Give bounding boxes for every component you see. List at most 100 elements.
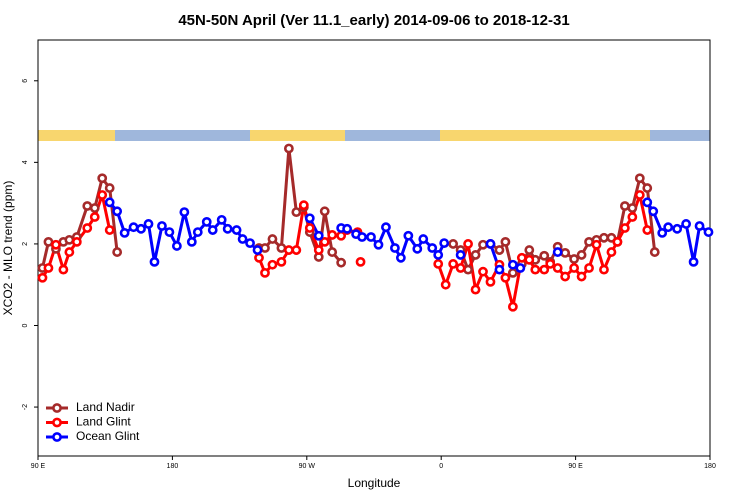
data-point	[164, 227, 175, 237]
data-point	[82, 201, 93, 211]
data-point	[319, 236, 330, 247]
data-point	[478, 266, 488, 277]
data-point	[524, 245, 535, 255]
data-point	[649, 247, 660, 257]
data-point	[560, 247, 571, 258]
x-tick-label: 180	[704, 463, 716, 470]
data-point	[291, 245, 302, 255]
data-point	[112, 206, 123, 217]
data-point	[634, 173, 645, 184]
data-point	[366, 232, 376, 242]
legend-label: Land Nadir	[76, 400, 135, 414]
data-point	[112, 247, 123, 257]
data-point	[672, 223, 683, 234]
data-point	[373, 239, 384, 250]
data-point	[619, 223, 630, 233]
data-point	[231, 225, 242, 235]
data-point	[171, 241, 182, 251]
data-point	[448, 259, 459, 269]
data-point	[642, 183, 653, 193]
y-tick-label: -2	[22, 404, 29, 410]
ocean-strip	[345, 130, 440, 141]
legend-marker	[52, 417, 62, 428]
y-tick-label: 4	[22, 160, 29, 164]
data-point	[485, 276, 496, 287]
data-point	[89, 212, 100, 222]
data-point	[642, 225, 653, 235]
data-point	[703, 227, 714, 237]
land-strip	[38, 130, 115, 141]
data-point	[552, 247, 563, 257]
data-point	[43, 263, 54, 273]
data-point	[355, 256, 366, 267]
data-point	[245, 238, 255, 249]
data-point	[412, 243, 423, 254]
x-tick-label: 90 W	[299, 463, 316, 470]
data-point	[237, 234, 248, 244]
data-point	[584, 236, 594, 247]
data-point	[104, 197, 115, 208]
data-point	[89, 203, 100, 213]
data-point	[433, 259, 444, 269]
data-point	[216, 214, 227, 225]
data-point	[569, 254, 580, 264]
x-tick-label: 90 E	[31, 463, 46, 470]
data-point	[599, 264, 609, 275]
y-tick-label: 2	[22, 242, 29, 246]
data-point	[612, 236, 623, 247]
data-point	[439, 238, 450, 249]
x-tick-label: 90 E	[568, 463, 583, 470]
data-point	[634, 190, 645, 200]
data-point	[584, 263, 594, 273]
data-point	[657, 228, 668, 238]
data-point	[516, 252, 527, 263]
data-point	[418, 234, 429, 244]
data-point	[395, 252, 406, 263]
data-point	[254, 252, 264, 263]
data-point	[192, 227, 203, 237]
legend-marker	[52, 432, 62, 442]
plot-frame	[37, 39, 711, 457]
y-axis-label: XCO2 - MLO trend (ppm)	[1, 181, 15, 316]
data-point	[552, 263, 563, 273]
data-point	[648, 206, 659, 217]
data-point	[539, 250, 550, 261]
legend-label: Ocean Glint	[76, 429, 140, 443]
data-point	[267, 259, 278, 270]
data-point	[82, 223, 93, 233]
data-point	[591, 239, 602, 250]
data-point	[627, 212, 638, 222]
data-point	[381, 222, 391, 233]
data-point	[157, 221, 167, 231]
data-point	[313, 245, 324, 255]
data-point	[627, 203, 638, 213]
data-point	[524, 254, 535, 265]
data-point	[403, 230, 414, 241]
data-point	[97, 173, 108, 184]
data-point	[688, 256, 699, 267]
legend-label: Land Glint	[76, 415, 131, 429]
data-point	[104, 225, 115, 235]
data-point	[97, 190, 108, 200]
data-point	[545, 259, 556, 269]
data-point	[569, 263, 580, 273]
data-point	[71, 236, 82, 247]
data-point	[507, 259, 518, 270]
data-point	[530, 264, 541, 275]
data-point	[455, 250, 466, 260]
data-point	[128, 222, 139, 233]
data-point	[455, 263, 466, 273]
y-tick-label: 6	[22, 79, 29, 83]
data-point	[494, 264, 505, 275]
data-point	[599, 232, 609, 243]
ocean-strip	[115, 130, 250, 141]
data-point	[663, 222, 674, 233]
data-point	[336, 257, 347, 268]
data-point	[37, 272, 48, 283]
data-point	[319, 206, 330, 217]
data-point	[260, 267, 270, 278]
data-point	[104, 183, 115, 193]
